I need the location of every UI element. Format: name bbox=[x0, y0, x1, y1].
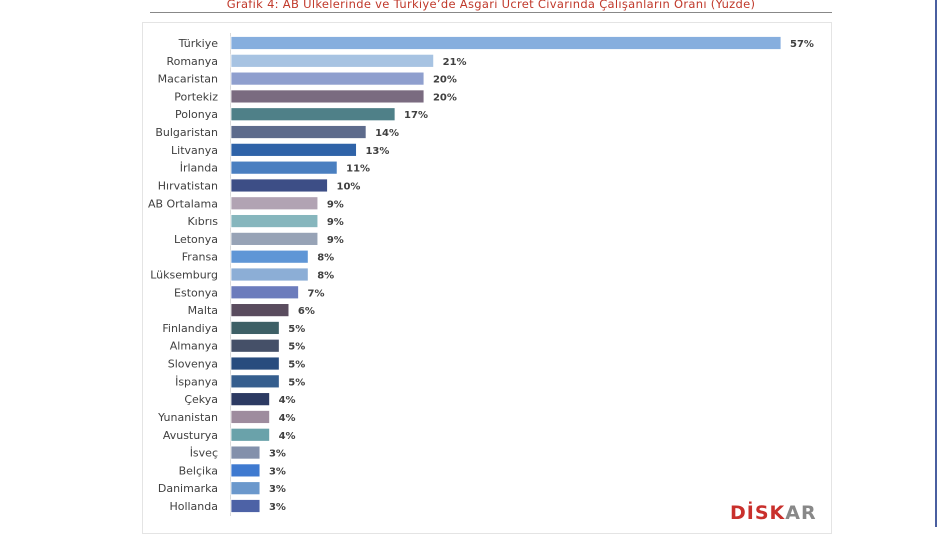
bar bbox=[230, 356, 280, 371]
bar bbox=[230, 463, 261, 478]
category-label: Portekiz bbox=[174, 90, 218, 103]
data-label: 4% bbox=[279, 431, 296, 442]
category-label: İrlanda bbox=[180, 162, 218, 175]
category-label: Polonya bbox=[175, 108, 218, 121]
data-label: 20% bbox=[433, 75, 457, 86]
page-edge-line bbox=[935, 0, 937, 527]
category-label: Finlandiya bbox=[162, 322, 218, 335]
data-label: 3% bbox=[269, 449, 286, 460]
category-label: Danimarka bbox=[158, 482, 218, 495]
bar bbox=[230, 231, 319, 246]
data-label: 8% bbox=[317, 253, 334, 264]
diskar-logo: DİSKAR bbox=[730, 502, 817, 524]
category-label: Litvanya bbox=[171, 144, 218, 157]
bar bbox=[230, 321, 280, 335]
bar bbox=[230, 196, 319, 211]
category-label: Malta bbox=[188, 304, 218, 317]
data-label: 20% bbox=[433, 92, 457, 103]
title-divider bbox=[150, 12, 832, 13]
data-label: 5% bbox=[288, 360, 305, 371]
bar bbox=[230, 160, 338, 175]
data-label: 4% bbox=[279, 395, 296, 406]
category-label: Çekya bbox=[184, 393, 218, 406]
data-label: 9% bbox=[327, 217, 344, 228]
category-label: Estonya bbox=[174, 286, 218, 299]
category-label: Avusturya bbox=[163, 429, 218, 442]
bar bbox=[230, 392, 270, 407]
category-label: Letonya bbox=[174, 233, 218, 246]
data-label: 5% bbox=[288, 342, 305, 353]
bar bbox=[230, 107, 396, 122]
bar bbox=[230, 427, 270, 442]
category-label: Türkiye bbox=[178, 37, 219, 50]
bar bbox=[230, 303, 290, 318]
bar bbox=[230, 338, 280, 353]
bar bbox=[230, 410, 270, 424]
data-label: 9% bbox=[327, 235, 344, 246]
data-label: 5% bbox=[288, 377, 305, 388]
bar bbox=[230, 214, 319, 228]
category-label: Bulgaristan bbox=[155, 126, 218, 139]
bar bbox=[230, 71, 425, 86]
data-label: 3% bbox=[269, 466, 286, 477]
logo-text-gray: AR bbox=[785, 502, 817, 524]
bar bbox=[230, 445, 261, 460]
bar bbox=[230, 125, 367, 139]
bar bbox=[230, 481, 261, 496]
bar bbox=[230, 499, 261, 513]
category-label: Macaristan bbox=[158, 73, 218, 86]
data-label: 57% bbox=[790, 39, 814, 50]
data-label: 11% bbox=[346, 164, 370, 175]
bar bbox=[230, 89, 425, 104]
bar bbox=[230, 36, 782, 50]
data-label: 3% bbox=[269, 484, 286, 495]
data-label: 13% bbox=[365, 146, 389, 157]
category-label: Belçika bbox=[179, 464, 218, 477]
bar bbox=[230, 374, 280, 389]
data-label: 7% bbox=[308, 288, 325, 299]
bar bbox=[230, 285, 299, 300]
category-label: Yunanistan bbox=[157, 411, 218, 424]
bar bbox=[230, 267, 309, 282]
data-label: 14% bbox=[375, 128, 399, 139]
data-label: 10% bbox=[336, 181, 360, 192]
bar bbox=[230, 249, 309, 264]
category-label: Romanya bbox=[166, 55, 218, 68]
data-label: 6% bbox=[298, 306, 315, 317]
logo-text-red: DİSK bbox=[730, 502, 786, 524]
category-label: Hollanda bbox=[169, 500, 218, 513]
category-label: İsveç bbox=[190, 447, 218, 460]
category-label: Fransa bbox=[182, 251, 218, 264]
category-label: Hırvatistan bbox=[158, 179, 218, 192]
category-label: Lüksemburg bbox=[150, 269, 218, 282]
chart-title: Grafik 4: AB Ülkelerinde ve Türkiye’de A… bbox=[226, 0, 756, 11]
data-label: 9% bbox=[327, 199, 344, 210]
category-label: İspanya bbox=[175, 375, 218, 388]
bar bbox=[230, 53, 435, 68]
category-label: AB Ortalama bbox=[148, 197, 218, 210]
data-label: 4% bbox=[279, 413, 296, 424]
category-label: Kıbrıs bbox=[187, 215, 218, 228]
bar bbox=[230, 178, 328, 193]
data-label: 5% bbox=[288, 324, 305, 335]
data-label: 21% bbox=[443, 57, 467, 68]
bar bbox=[230, 142, 357, 157]
data-label: 17% bbox=[404, 110, 428, 121]
data-label: 8% bbox=[317, 271, 334, 282]
data-label: 3% bbox=[269, 502, 286, 513]
category-label: Almanya bbox=[170, 340, 218, 353]
category-label: Slovenya bbox=[168, 358, 218, 371]
